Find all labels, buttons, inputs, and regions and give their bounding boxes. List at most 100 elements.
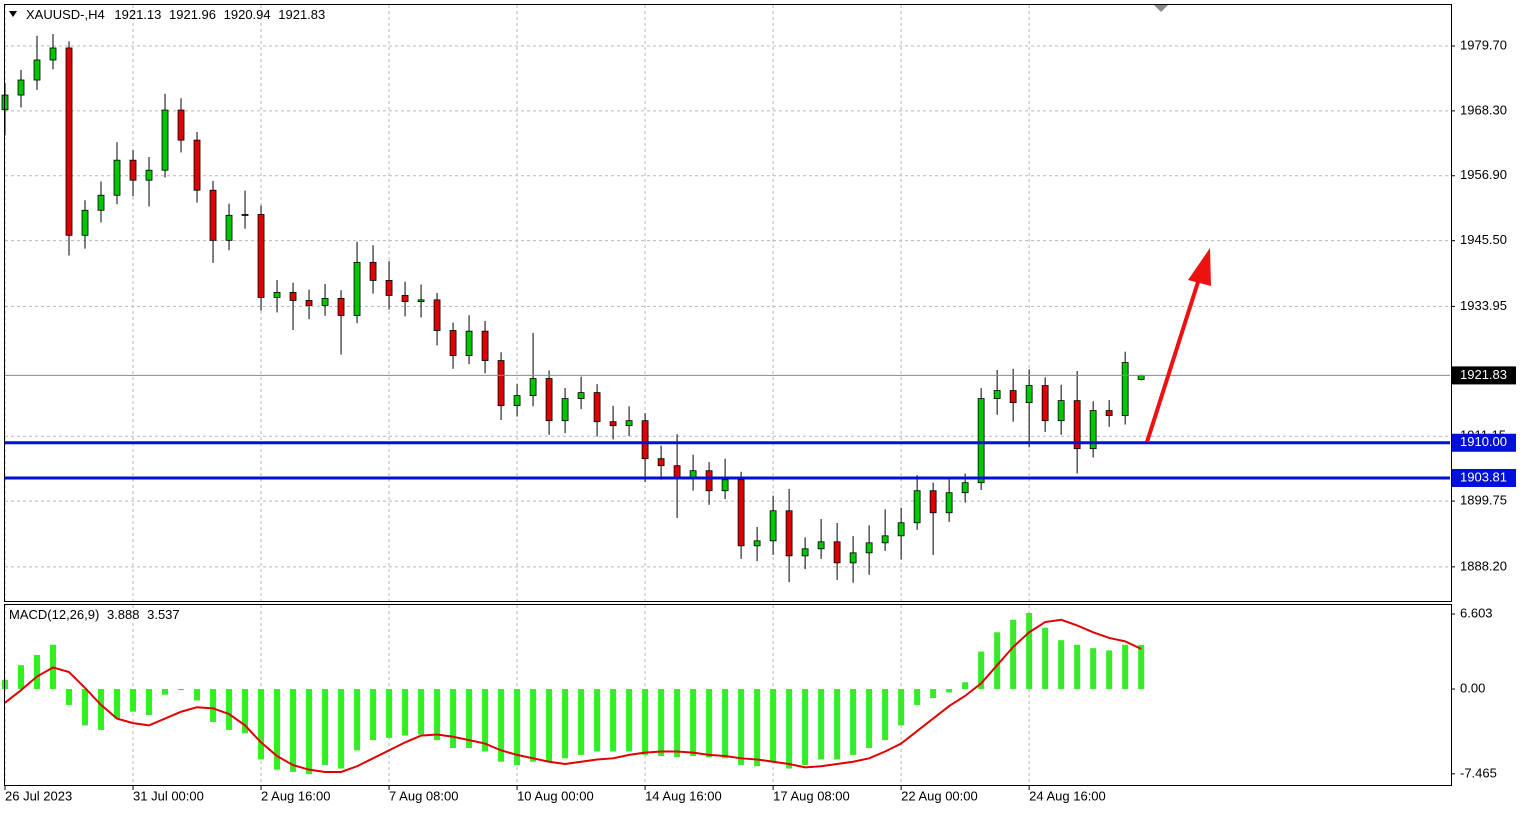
candle-body <box>929 490 937 514</box>
candle-body <box>1073 400 1081 450</box>
macd-header: MACD(12,26,9) 3.888 3.537 <box>9 607 180 622</box>
candle-body <box>897 522 905 537</box>
candle-body <box>609 421 617 427</box>
y-tick-label: 0.00 <box>1460 680 1485 695</box>
candle-body <box>289 292 297 301</box>
candle-body <box>961 482 969 494</box>
macd-bar <box>146 689 153 716</box>
candle-body <box>849 552 857 564</box>
macd-pane-border <box>4 604 1452 786</box>
signal-line <box>4 618 1142 773</box>
candle-body <box>753 540 761 547</box>
macd-bar <box>98 689 105 730</box>
candle-body <box>273 292 281 298</box>
candle-body <box>529 378 537 397</box>
macd-bar <box>834 689 841 760</box>
macd-bar <box>450 689 457 749</box>
macd-bar <box>1042 627 1049 690</box>
macd-bar <box>18 665 25 690</box>
candle-body <box>417 299 425 302</box>
candle-body <box>657 458 665 467</box>
x-tick-label: 31 Jul 00:00 <box>133 788 204 803</box>
macd-bar <box>114 689 121 719</box>
macd-bar <box>178 689 185 691</box>
candle-body <box>433 299 441 331</box>
macd-bar <box>994 632 1001 690</box>
symbol: XAUUSD-,H4 <box>26 7 105 22</box>
candle-body <box>225 214 233 241</box>
candle-body <box>945 492 953 514</box>
candle-body <box>449 330 457 356</box>
macd-bar <box>1090 648 1097 690</box>
macd-bar <box>978 651 985 690</box>
candle-body <box>369 261 377 281</box>
candle-body <box>337 297 345 316</box>
macd-bar <box>210 689 217 722</box>
chart-header: XAUUSD-,H4 1921.13 1921.96 1920.94 1921.… <box>26 7 325 22</box>
candle-body <box>913 490 921 524</box>
macd-bar <box>930 689 937 699</box>
candle-body <box>785 510 793 557</box>
candle-body <box>817 541 825 550</box>
header-close: 1921.83 <box>278 7 325 22</box>
candle-body <box>545 378 553 422</box>
macd-bar <box>290 689 297 772</box>
y-tick-label: 1933.95 <box>1460 298 1507 313</box>
candle-body <box>1105 410 1113 416</box>
x-tick-label: 24 Aug 16:00 <box>1029 788 1106 803</box>
macd-bar <box>1058 640 1065 690</box>
macd-bar <box>962 682 969 690</box>
candle-body <box>497 360 505 407</box>
candle-body <box>81 209 89 236</box>
macd-bar <box>1010 619 1017 690</box>
candle-body <box>1137 375 1145 380</box>
candle-body <box>33 59 41 81</box>
candle-body <box>993 390 1001 399</box>
candle-body <box>977 398 985 484</box>
y-tick-label: 1968.30 <box>1460 102 1507 117</box>
macd-label: MACD(12,26,9) <box>9 607 99 622</box>
candle-body <box>625 420 633 427</box>
macd-bar <box>194 689 201 701</box>
candle-body <box>465 330 473 356</box>
macd-bar <box>306 689 313 775</box>
candle-body <box>209 189 217 241</box>
level-label-box <box>1452 433 1516 452</box>
macd-bar <box>322 689 329 766</box>
macd-bar <box>354 689 361 751</box>
candle-body <box>865 542 873 554</box>
macd-bar <box>706 689 713 758</box>
candle-body <box>833 541 841 564</box>
x-tick-label: 7 Aug 08:00 <box>389 788 458 803</box>
macd-bar <box>738 689 745 766</box>
macd-bar <box>658 689 665 757</box>
candle-body <box>305 300 313 306</box>
macd-bar <box>162 689 169 695</box>
macd-bar <box>242 689 249 734</box>
candle-body <box>129 159 137 181</box>
y-tick-label: 6.603 <box>1460 605 1493 620</box>
macd-bar <box>1106 650 1113 690</box>
candle-body <box>385 280 393 296</box>
level-label-box <box>1452 468 1516 487</box>
candle-body <box>1089 410 1097 450</box>
candle-body <box>353 261 361 316</box>
candle-body <box>161 109 169 171</box>
candle-body <box>97 194 105 211</box>
macd-bar <box>946 689 953 693</box>
macd-bar <box>514 689 521 766</box>
macd-bar <box>898 689 905 726</box>
candle-body <box>177 109 185 141</box>
macd-bar <box>66 689 73 705</box>
macd-bar <box>546 689 553 762</box>
macd-bar <box>690 689 697 757</box>
candle-body <box>577 392 585 399</box>
macd-bar <box>418 689 425 735</box>
macd-bar <box>258 689 265 760</box>
macd-bar <box>594 689 601 752</box>
header-high: 1921.96 <box>169 7 216 22</box>
candle-body <box>881 535 889 544</box>
price-label-box <box>1452 366 1516 385</box>
macd-bar <box>1122 644 1129 690</box>
